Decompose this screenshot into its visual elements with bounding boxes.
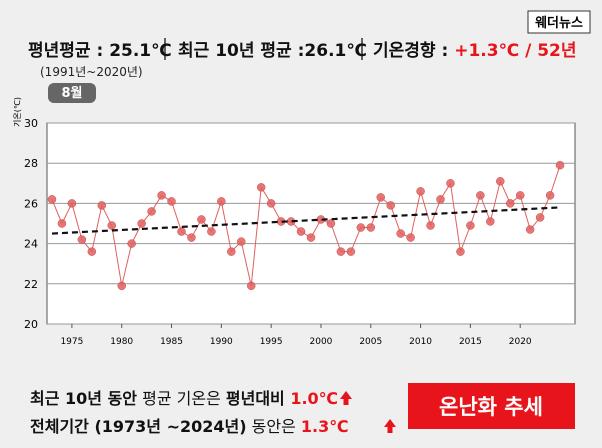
data-point bbox=[396, 229, 405, 238]
footer-line: 최근 10년 동안 평균 기온은 평년대비 1.0℃ bbox=[30, 385, 338, 409]
data-point bbox=[227, 247, 236, 256]
data-point bbox=[97, 201, 107, 210]
trend-label: 기온경향 : +1.3℃ / 52년 bbox=[373, 36, 577, 61]
data-point bbox=[87, 247, 97, 256]
data-point bbox=[147, 207, 156, 216]
data-point bbox=[505, 199, 515, 208]
data-point bbox=[436, 195, 445, 204]
y-tick-label: 28 bbox=[24, 157, 38, 170]
x-tick-label: 2020 bbox=[509, 337, 532, 347]
x-tick-label: 1995 bbox=[260, 337, 283, 347]
data-point bbox=[515, 191, 525, 200]
data-point bbox=[67, 199, 77, 208]
trend-line bbox=[51, 206, 561, 235]
data-point bbox=[476, 191, 485, 200]
footer-line: 전체기간 (1973년 ~2024년) 동안은 1.3℃ bbox=[30, 413, 349, 437]
data-point bbox=[77, 235, 87, 244]
trend-value: +1.3℃ / 52년 bbox=[454, 41, 577, 61]
data-point bbox=[187, 233, 196, 242]
normal-period: (1991년~2020년) bbox=[40, 65, 143, 79]
x-tick-label: 2005 bbox=[359, 337, 382, 347]
data-point bbox=[127, 239, 136, 248]
data-point bbox=[416, 187, 425, 196]
data-point bbox=[446, 179, 455, 188]
text: 1.3℃ bbox=[300, 417, 349, 436]
x-tick-label: 1975 bbox=[60, 337, 83, 347]
data-point bbox=[466, 221, 475, 230]
plot-area bbox=[46, 122, 576, 325]
data-point bbox=[177, 227, 186, 236]
x-tick-label: 2010 bbox=[409, 337, 432, 347]
x-tick-label: 1990 bbox=[210, 337, 233, 347]
data-point bbox=[237, 237, 246, 246]
data-point bbox=[117, 281, 126, 291]
data-point bbox=[336, 247, 346, 256]
text: 동안은 bbox=[246, 417, 301, 436]
data-point bbox=[107, 221, 117, 230]
data-point bbox=[406, 233, 415, 242]
logo-box bbox=[527, 10, 591, 34]
data-point bbox=[545, 191, 555, 200]
data-point bbox=[456, 247, 465, 256]
data-point bbox=[306, 233, 316, 242]
y-tick-label: 30 bbox=[24, 117, 38, 130]
y-tick-label: 22 bbox=[24, 278, 38, 291]
data-point bbox=[137, 219, 146, 228]
x-tick-label: 2000 bbox=[310, 337, 333, 347]
data-point bbox=[356, 223, 366, 232]
y-tick-label: 24 bbox=[24, 238, 38, 251]
data-point bbox=[57, 219, 67, 228]
badge-box bbox=[408, 383, 575, 429]
x-tick-label: 1985 bbox=[160, 337, 183, 347]
text: 전체기간 (1973년 ~2024년) bbox=[30, 417, 247, 436]
data-point bbox=[486, 217, 495, 226]
data-point bbox=[197, 215, 206, 224]
month: 8월 bbox=[61, 85, 82, 101]
text: 1.0℃ bbox=[290, 389, 339, 408]
data-point bbox=[366, 223, 376, 232]
data-point bbox=[426, 221, 435, 230]
data-point bbox=[266, 199, 276, 208]
data-point bbox=[246, 281, 256, 291]
badge: 온난화 추세 bbox=[439, 395, 543, 419]
y-tick-label: 26 bbox=[24, 197, 38, 210]
data-point bbox=[525, 225, 535, 234]
data-point bbox=[256, 183, 266, 192]
up-arrow bbox=[384, 419, 396, 433]
data-point bbox=[296, 227, 306, 236]
data-point bbox=[535, 213, 545, 222]
data-point bbox=[376, 193, 385, 202]
y-tick-label: 20 bbox=[24, 318, 38, 331]
normal-avg: 평년평균 : 25.1℃ bbox=[28, 41, 172, 61]
data-point bbox=[496, 177, 505, 186]
data-point bbox=[326, 219, 336, 228]
text: 평균 기온은 bbox=[137, 389, 226, 408]
data-point bbox=[47, 195, 57, 204]
up-arrow bbox=[340, 391, 352, 405]
month-badge bbox=[48, 83, 96, 103]
data-point bbox=[386, 201, 395, 210]
x-tick-label: 2015 bbox=[459, 337, 482, 347]
data-point bbox=[346, 247, 356, 256]
data-point bbox=[555, 160, 565, 170]
data-point bbox=[207, 227, 216, 236]
logo: 웨더뉴스 bbox=[535, 15, 583, 31]
trend-label-text: 기온경향 : bbox=[373, 41, 455, 61]
text: 최근 10년 동안 bbox=[30, 389, 138, 408]
y-axis-label: 기온(℃) bbox=[13, 97, 22, 127]
text: 평년대비 bbox=[225, 389, 291, 408]
x-tick-label: 1980 bbox=[110, 337, 133, 347]
data-point bbox=[217, 197, 226, 206]
data-point bbox=[157, 191, 166, 200]
recent-avg: 최근 10년 평균 :26.1℃ bbox=[178, 41, 367, 61]
data-line bbox=[51, 165, 561, 286]
data-point bbox=[167, 197, 176, 206]
